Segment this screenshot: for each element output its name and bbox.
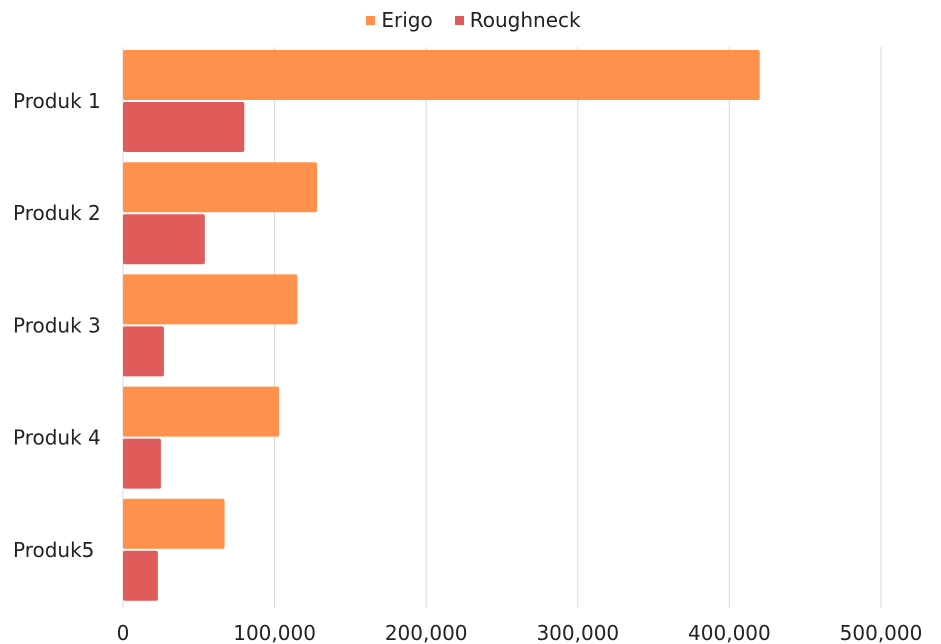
bar-erigo-5[interactable]	[123, 498, 225, 549]
category-label: Produk 3	[13, 313, 101, 337]
x-tick-label: 300,000	[536, 621, 619, 644]
legend-item-roughneck[interactable]: Roughneck	[449, 8, 581, 32]
x-tick-label: 200,000	[385, 621, 468, 644]
category-label: Produk 4	[13, 426, 101, 450]
bar-roughneck-4[interactable]	[123, 438, 161, 489]
legend: Erigo Roughneck	[0, 6, 941, 34]
legend-label-roughneck: Roughneck	[469, 8, 581, 32]
value-axis-labels: 0 100,000 200,000 300,000 400,000 500,000	[117, 621, 923, 644]
x-tick-label: 0	[117, 621, 130, 644]
x-tick-label: 100,000	[233, 621, 316, 644]
x-tick-label: 500,000	[840, 621, 923, 644]
gridlines	[122, 47, 882, 608]
legend-label-erigo: Erigo	[381, 8, 433, 32]
legend-item-erigo[interactable]: Erigo	[360, 8, 433, 32]
bar-erigo-2[interactable]	[123, 162, 318, 213]
bar-roughneck-2[interactable]	[123, 214, 205, 265]
bar-erigo-3[interactable]	[123, 274, 298, 325]
bar-roughneck-1[interactable]	[123, 102, 245, 152]
category-label: Produk5	[13, 538, 94, 562]
category-label: Produk 2	[13, 201, 101, 225]
bar-roughneck-5[interactable]	[123, 550, 158, 601]
category-label: Produk 1	[13, 89, 101, 113]
legend-swatch-roughneck	[454, 15, 464, 25]
legend-swatch-erigo	[366, 15, 376, 25]
bars	[123, 50, 760, 601]
category-axis-labels: Produk 1 Produk 2 Produk 3 Produk 4 Produk5	[13, 89, 101, 562]
bar-roughneck-3[interactable]	[123, 326, 164, 377]
x-tick-label: 400,000	[688, 621, 771, 644]
bar-erigo-4[interactable]	[123, 386, 280, 437]
bar-erigo-1[interactable]	[123, 50, 760, 100]
